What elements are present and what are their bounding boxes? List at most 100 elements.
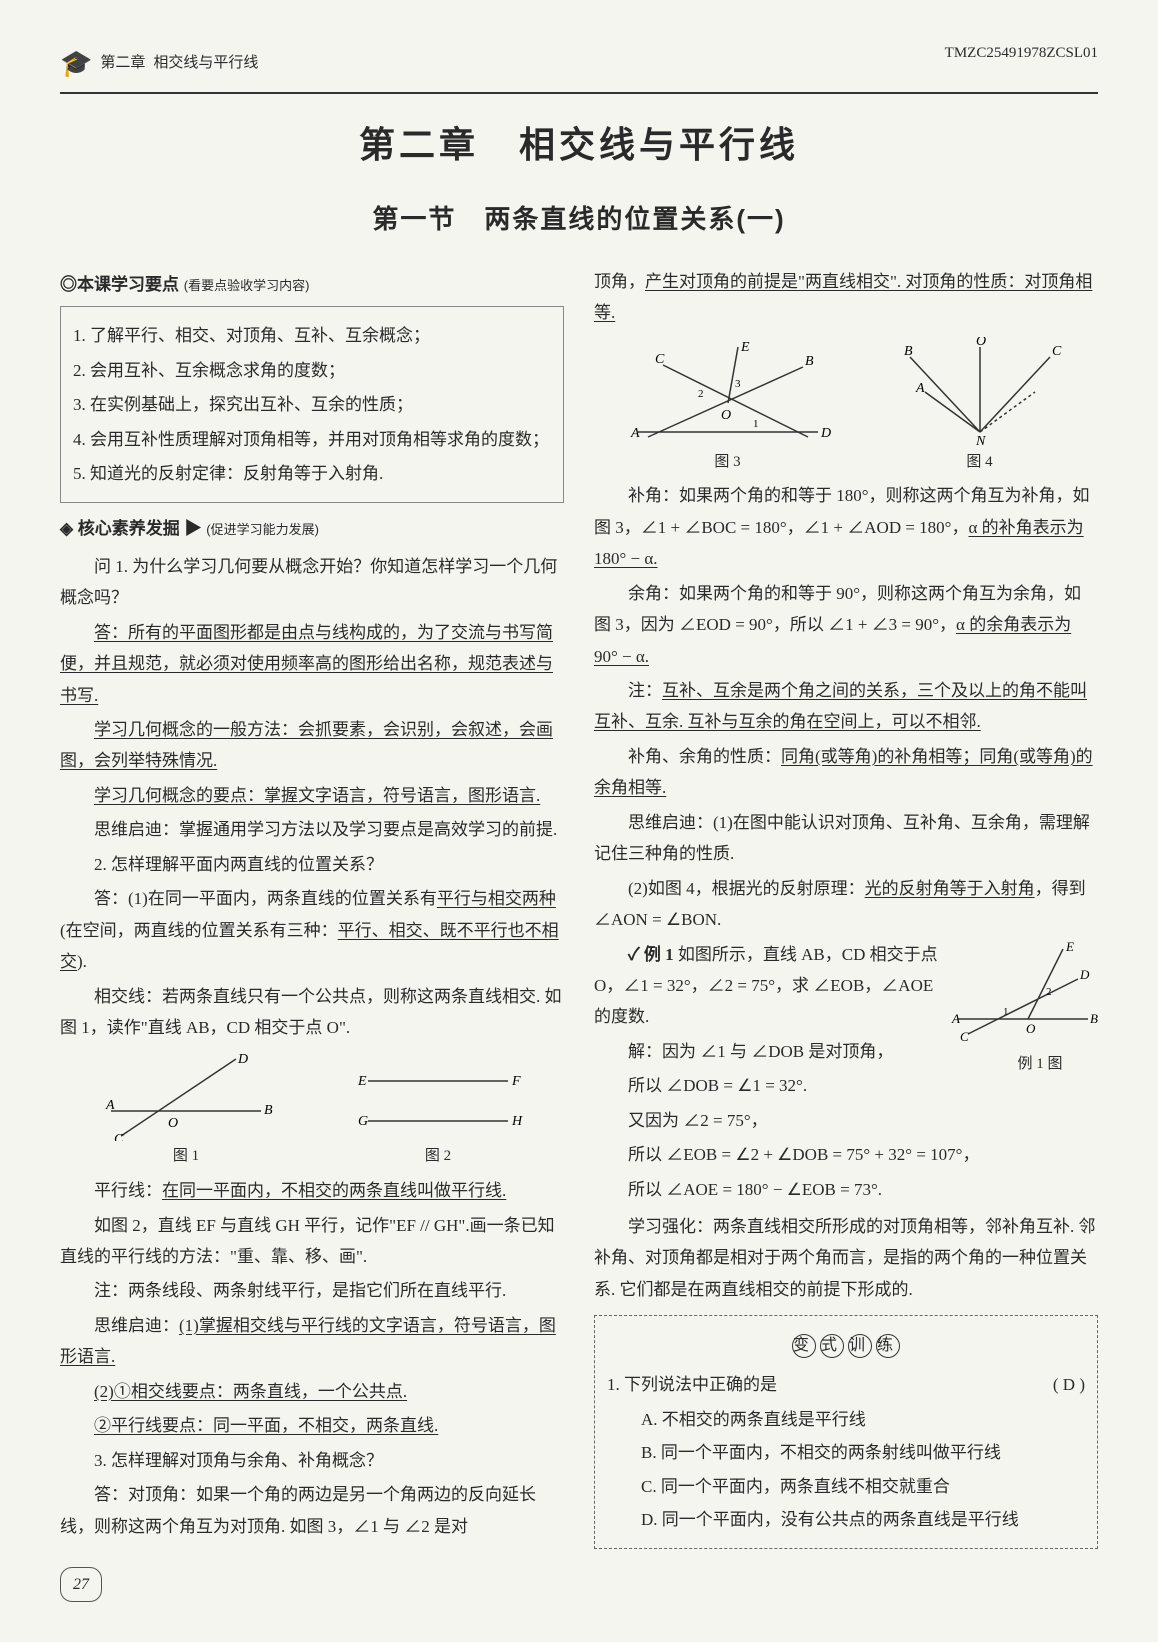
svg-text:B: B bbox=[805, 354, 814, 369]
answer-1-p2-u: 学习几何概念的一般方法：会抓要素，会识别，会叙述，会画图，会列举特殊情况. bbox=[60, 720, 553, 770]
ex1-choice-b: B. 同一个平面内，不相交的两条射线叫做平行线 bbox=[607, 1437, 1085, 1468]
supp-def: 补角：如果两个角的和等于 180°，则称这两个角互为补角，如图 3，∠1 + ∠… bbox=[594, 480, 1098, 574]
ex1-choice-c: C. 同一个平面内，两条直线不相交就重合 bbox=[607, 1471, 1085, 1502]
graduation-cap-icon: 🎓 bbox=[60, 40, 92, 88]
svg-text:N: N bbox=[975, 434, 986, 447]
svg-text:H: H bbox=[511, 1114, 523, 1129]
circ-4: 练 bbox=[876, 1334, 900, 1358]
top-prefix: 顶角， bbox=[594, 272, 645, 291]
svg-text:O: O bbox=[976, 337, 986, 349]
question-3: 3. 怎样理解对顶角与余角、补角概念？ bbox=[60, 1445, 564, 1476]
question-1: 问 1. 为什么学习几何要从概念开始？你知道怎样学习一个几何概念吗？ bbox=[60, 551, 564, 614]
svg-text:D: D bbox=[1079, 967, 1090, 982]
parallel-u: 在同一平面内，不相交的两条直线叫做平行线. bbox=[162, 1181, 506, 1200]
figure-4: O B C A N 图 4 bbox=[890, 337, 1070, 477]
svg-text:D: D bbox=[237, 1052, 248, 1067]
right-column: 顶角，产生对顶角的前提是"两直线相交". 对顶角的性质：对顶角相等. A D C… bbox=[594, 263, 1098, 1549]
two-column-layout: ◎本课学习要点 (看要点验收学习内容) 1. 了解平行、相交、对顶角、互补、互余… bbox=[60, 263, 1098, 1549]
insight3b-prefix: (2)如图 4，根据光的反射原理： bbox=[628, 879, 865, 898]
answer-1-p3: 学习几何概念的要点：掌握文字语言，符号语言，图形语言. bbox=[60, 780, 564, 811]
note-angles: 注：互补、互余是两个角之间的关系，三个及以上的角不能叫互补、互余. 互补与互余的… bbox=[594, 675, 1098, 738]
parallel-def: 平行线：在同一平面内，不相交的两条直线叫做平行线. bbox=[60, 1175, 564, 1206]
svg-text:E: E bbox=[1065, 939, 1074, 954]
answer-1-p2: 学习几何概念的一般方法：会抓要素，会识别，会叙述，会画图，会列举特殊情况. bbox=[60, 714, 564, 777]
circ-2: 式 bbox=[820, 1334, 844, 1358]
fig4-caption: 图 4 bbox=[890, 449, 1070, 477]
section-title: 第一节 两条直线的位置关系(一) bbox=[60, 195, 1098, 243]
prop-prefix: 补角、余角的性质： bbox=[628, 747, 781, 766]
sol-line-3: 所以 ∠EOB = ∠2 + ∠DOB = 75° + 32° = 107°， bbox=[594, 1139, 1098, 1170]
sol-line-2: 又因为 ∠2 = 75°， bbox=[594, 1105, 1098, 1136]
exercise-title: 变式训练 bbox=[607, 1326, 1085, 1363]
insight2-prefix: 思维启迪： bbox=[94, 1316, 179, 1335]
figures-3-4: A D C B E O 1 2 3 图 3 bbox=[594, 337, 1098, 477]
insight-2b: ②平行线要点：同一平面，不相交，两条直线. bbox=[60, 1410, 564, 1441]
angle-properties: 补角、余角的性质：同角(或等角)的补角相等；同角(或等角)的余角相等. bbox=[594, 741, 1098, 804]
figures-1-2: A B C D O 图 1 E F G H 图 2 bbox=[60, 1051, 564, 1171]
insight-3b: (2)如图 4，根据光的反射原理：光的反射角等于入射角，得到 ∠AON = ∠B… bbox=[594, 873, 1098, 936]
answer-3: 答：对顶角：如果一个角的两边是另一个角两边的反向延长线，则称这两个角互为对顶角.… bbox=[60, 1479, 564, 1542]
ex1-stem-row: 1. 下列说法中正确的是 ( D ) bbox=[607, 1369, 1085, 1400]
chapter-name: 相交线与平行线 bbox=[153, 50, 258, 78]
svg-text:A: A bbox=[105, 1098, 115, 1113]
svg-text:O: O bbox=[168, 1116, 178, 1131]
sol-line-4: 所以 ∠AOE = 180° − ∠EOB = 73°. bbox=[594, 1174, 1098, 1205]
a2-u1: 平行与相交两种 bbox=[437, 889, 556, 908]
svg-text:O: O bbox=[721, 408, 731, 423]
heading-text: ◎本课学习要点 bbox=[60, 275, 179, 294]
header-bar: 🎓 第二章 相交线与平行线 TMZC25491978ZCSL01 bbox=[60, 40, 1098, 94]
svg-text:2: 2 bbox=[698, 388, 704, 400]
heading-note: (看要点验收学习内容) bbox=[184, 278, 310, 293]
svg-text:B: B bbox=[904, 344, 913, 359]
svg-text:A: A bbox=[951, 1011, 960, 1026]
fig3-caption: 图 3 bbox=[623, 449, 833, 477]
svg-text:3: 3 bbox=[735, 378, 741, 390]
point-1: 1. 了解平行、相交、对顶角、互补、互余概念； bbox=[73, 320, 551, 351]
left-column: ◎本课学习要点 (看要点验收学习内容) 1. 了解平行、相交、对顶角、互补、互余… bbox=[60, 263, 564, 1549]
header-code: TMZC25491978ZCSL01 bbox=[945, 40, 1098, 88]
comp-def: 余角：如果两个角的和等于 90°，则称这两个角互为余角，如图 3，因为 ∠EOD… bbox=[594, 578, 1098, 672]
intersect-def: 相交线：若两条直线只有一个公共点，则称这两条直线相交. 如图 1，读作"直线 A… bbox=[60, 981, 564, 1044]
insight2-2a-u: (2)①相交线要点：两条直线，一个公共点. bbox=[94, 1382, 407, 1401]
insight-2: 思维启迪：(1)掌握相交线与平行线的文字语言，符号语言，图形语言. bbox=[60, 1310, 564, 1373]
example-1: A B C D E O 1 2 例 1 图 ✓ 例 1 如图所示，直线 AB，C… bbox=[594, 939, 1098, 1209]
chapter-label: 第二章 bbox=[100, 50, 145, 78]
ex1-choice-d: D. 同一个平面内，没有公共点的两条直线是平行线 bbox=[607, 1504, 1085, 1535]
svg-text:2: 2 bbox=[1046, 986, 1052, 998]
header-left: 🎓 第二章 相交线与平行线 bbox=[60, 40, 258, 88]
chapter-title: 第二章 相交线与平行线 bbox=[60, 112, 1098, 179]
a2-suffix: ). bbox=[77, 952, 87, 971]
parallel-example: 如图 2，直线 EF 与直线 GH 平行，记作"EF // GH".画一条已知直… bbox=[60, 1210, 564, 1273]
figure-3: A D C B E O 1 2 3 图 3 bbox=[623, 337, 833, 477]
svg-text:A: A bbox=[630, 426, 640, 441]
insight2-2b-u: ②平行线要点：同一平面，不相交，两条直线. bbox=[94, 1416, 438, 1435]
circ-1: 变 bbox=[792, 1334, 816, 1358]
figure-2: E F G H 图 2 bbox=[348, 1051, 528, 1171]
a2-mid: (在空间，两直线的位置关系有三种： bbox=[60, 921, 338, 940]
learning-points-heading: ◎本课学习要点 (看要点验收学习内容) bbox=[60, 269, 564, 300]
ex1-stem: 1. 下列说法中正确的是 bbox=[607, 1369, 777, 1400]
example-figure: A B C D E O 1 2 例 1 图 bbox=[948, 939, 1098, 1079]
svg-text:F: F bbox=[511, 1074, 521, 1089]
question-2: 2. 怎样理解平面内两直线的位置关系？ bbox=[60, 849, 564, 880]
fig2-caption: 图 2 bbox=[348, 1143, 528, 1171]
point-4: 4. 会用互补性质理解对顶角相等，并用对顶角相等求角的度数； bbox=[73, 424, 551, 455]
a2-prefix: 答：(1)在同一平面内，两条直线的位置关系有 bbox=[94, 889, 437, 908]
svg-text:O: O bbox=[1026, 1021, 1036, 1036]
svg-text:C: C bbox=[655, 352, 665, 367]
note-prefix: 注： bbox=[628, 681, 662, 700]
svg-text:1: 1 bbox=[753, 418, 759, 430]
right-top-cont: 顶角，产生对顶角的前提是"两直线相交". 对顶角的性质：对顶角相等. bbox=[594, 266, 1098, 329]
insight3b-u: 光的反射角等于入射角 bbox=[865, 879, 1035, 898]
answer-2-p1: 答：(1)在同一平面内，两条直线的位置关系有平行与相交两种 (在空间，两直线的位置… bbox=[60, 883, 564, 977]
core-heading-note: (促进学习能力发展) bbox=[206, 522, 319, 537]
svg-text:D: D bbox=[820, 426, 831, 441]
point-5: 5. 知道光的反射定律：反射角等于入射角. bbox=[73, 458, 551, 489]
insight-2a: (2)①相交线要点：两条直线，一个公共点. bbox=[60, 1376, 564, 1407]
svg-text:G: G bbox=[358, 1114, 368, 1129]
fig2-svg: E F G H bbox=[348, 1051, 528, 1141]
svg-text:B: B bbox=[264, 1103, 273, 1118]
ex-fig-caption: 例 1 图 bbox=[948, 1051, 1098, 1079]
ex1-answer: ( D ) bbox=[1053, 1369, 1085, 1400]
circ-3: 训 bbox=[848, 1334, 872, 1358]
